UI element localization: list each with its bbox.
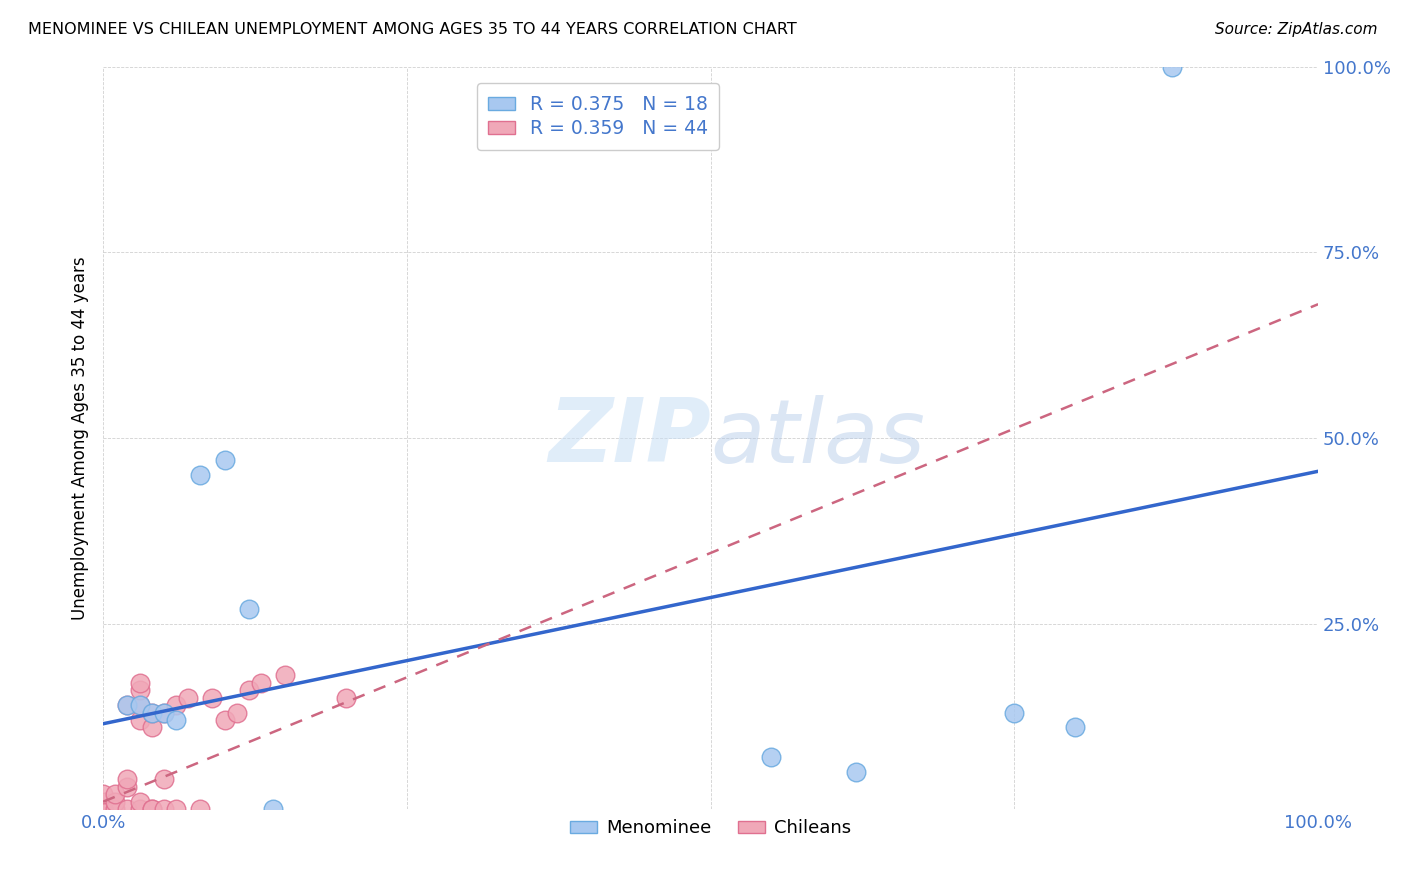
Point: [104, 802, 127, 816]
Point: [153, 802, 176, 816]
Point: [845, 764, 868, 779]
Point: [128, 698, 150, 713]
Point: [91, 795, 114, 809]
Point: [141, 802, 163, 816]
Point: [238, 601, 260, 615]
Point: [1002, 706, 1025, 720]
Point: [274, 668, 297, 682]
Point: [1161, 60, 1184, 74]
Point: [104, 787, 127, 801]
Point: [188, 468, 211, 483]
Point: [141, 706, 163, 720]
Point: [128, 698, 150, 713]
Point: [214, 713, 236, 727]
Point: [214, 453, 236, 467]
Point: [128, 795, 150, 809]
Point: [153, 772, 176, 787]
Point: [238, 683, 260, 698]
Point: [250, 676, 273, 690]
Point: [141, 706, 163, 720]
Text: Source: ZipAtlas.com: Source: ZipAtlas.com: [1215, 22, 1378, 37]
Point: [1064, 721, 1087, 735]
Legend: Menominee, Chileans: Menominee, Chileans: [562, 813, 859, 845]
Point: [153, 706, 176, 720]
Point: [91, 787, 114, 801]
Point: [128, 676, 150, 690]
Point: [91, 802, 114, 816]
Point: [91, 802, 114, 816]
Point: [128, 802, 150, 816]
Text: ZIP: ZIP: [548, 394, 710, 482]
Point: [141, 802, 163, 816]
Point: [165, 802, 187, 816]
Point: [117, 698, 139, 713]
Point: [91, 802, 114, 816]
Point: [335, 690, 357, 705]
Y-axis label: Unemployment Among Ages 35 to 44 years: Unemployment Among Ages 35 to 44 years: [72, 256, 89, 620]
Point: [117, 772, 139, 787]
Point: [141, 721, 163, 735]
Point: [117, 780, 139, 794]
Point: [165, 713, 187, 727]
Point: [128, 713, 150, 727]
Point: [225, 706, 247, 720]
Point: [91, 802, 114, 816]
Point: [104, 795, 127, 809]
Point: [117, 802, 139, 816]
Point: [165, 698, 187, 713]
Point: [262, 802, 284, 816]
Text: MENOMINEE VS CHILEAN UNEMPLOYMENT AMONG AGES 35 TO 44 YEARS CORRELATION CHART: MENOMINEE VS CHILEAN UNEMPLOYMENT AMONG …: [28, 22, 797, 37]
Point: [188, 802, 211, 816]
Point: [177, 690, 200, 705]
Point: [91, 802, 114, 816]
Text: atlas: atlas: [710, 395, 925, 481]
Point: [201, 690, 224, 705]
Point: [128, 683, 150, 698]
Point: [153, 706, 176, 720]
Point: [761, 750, 783, 764]
Point: [117, 698, 139, 713]
